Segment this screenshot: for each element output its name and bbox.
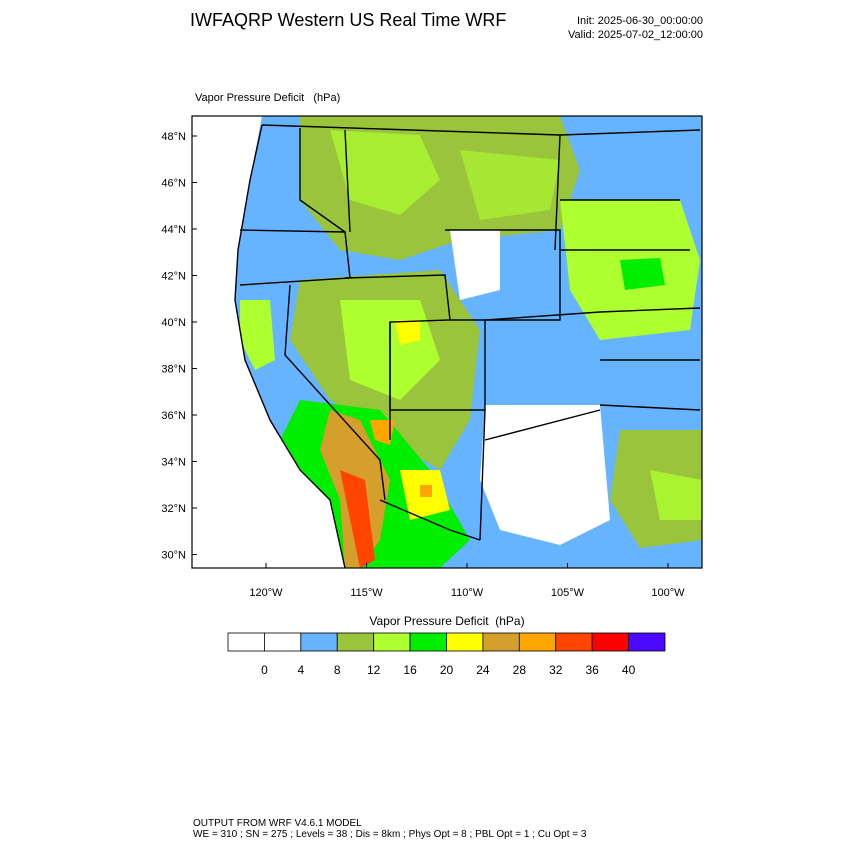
colorbar-label: 28 <box>513 663 527 677</box>
lat-label: 46°N <box>161 178 186 190</box>
colorbar-box <box>628 632 666 652</box>
colorbar-box <box>227 632 265 652</box>
lat-label: 40°N <box>161 317 186 329</box>
footer-line: OUTPUT FROM WRF V4.6.1 MODEL <box>193 818 362 829</box>
colorbar-box <box>591 632 629 652</box>
colorbar-title: Vapor Pressure Deficit (hPa) <box>369 614 524 628</box>
map-field <box>192 116 702 568</box>
colorbar-box <box>300 632 338 652</box>
colorbar-label: 0 <box>261 663 268 677</box>
colorbar-box <box>409 632 447 652</box>
colorbar-label: 40 <box>622 663 636 677</box>
colorbar-box <box>482 632 520 652</box>
lat-label: 30°N <box>161 550 186 562</box>
colorbar-label: 16 <box>403 663 417 677</box>
lon-label: 110°W <box>451 587 484 599</box>
title: IWFAQRP Western US Real Time WRF <box>190 10 506 30</box>
colorbar-box <box>518 632 557 652</box>
lon-label: 100°W <box>651 587 685 599</box>
valid-time: Valid: 2025-07-02_12:00:00 <box>568 29 703 41</box>
map-ticks: 48°N 46°N 44°N 42°N 40°N 38°N 36°N 34°N 32°N 30°N… <box>161 131 685 599</box>
lat-label: 38°N <box>161 364 186 376</box>
init-time: Init: 2025-06-30_00:00:00 <box>577 15 703 27</box>
colorbar-label: 12 <box>367 663 381 677</box>
lat-label: 44°N <box>161 224 186 236</box>
colorbar-box <box>264 632 302 652</box>
lat-label: 34°N <box>161 457 186 469</box>
colorbar-label: 8 <box>334 663 341 677</box>
colorbar: 0 4 8 12 16 20 24 28 32 36 40 <box>227 632 666 677</box>
lon-label: 115°W <box>350 587 383 599</box>
field-label: Vapor Pressure Deficit (hPa) <box>195 92 340 104</box>
colorbar-label: 32 <box>549 663 563 677</box>
lat-label: 36°N <box>161 410 186 422</box>
map-frame <box>191 115 703 569</box>
lat-label: 32°N <box>161 503 186 515</box>
lon-label: 120°W <box>249 587 283 599</box>
colorbar-label: 4 <box>297 663 304 677</box>
colorbar-box <box>373 632 411 652</box>
footer-line: WE = 310 ; SN = 275 ; Levels = 38 ; Dis … <box>193 829 587 840</box>
lat-label: 42°N <box>161 271 186 283</box>
colorbar-box <box>446 632 484 652</box>
colorbar-label: 24 <box>476 663 490 677</box>
colorbar-label: 20 <box>440 663 454 677</box>
colorbar-box <box>555 632 593 652</box>
colorbar-box <box>336 632 375 652</box>
colorbar-label: 36 <box>585 663 599 677</box>
lon-label: 105°W <box>551 587 585 599</box>
lat-label: 48°N <box>161 131 186 143</box>
